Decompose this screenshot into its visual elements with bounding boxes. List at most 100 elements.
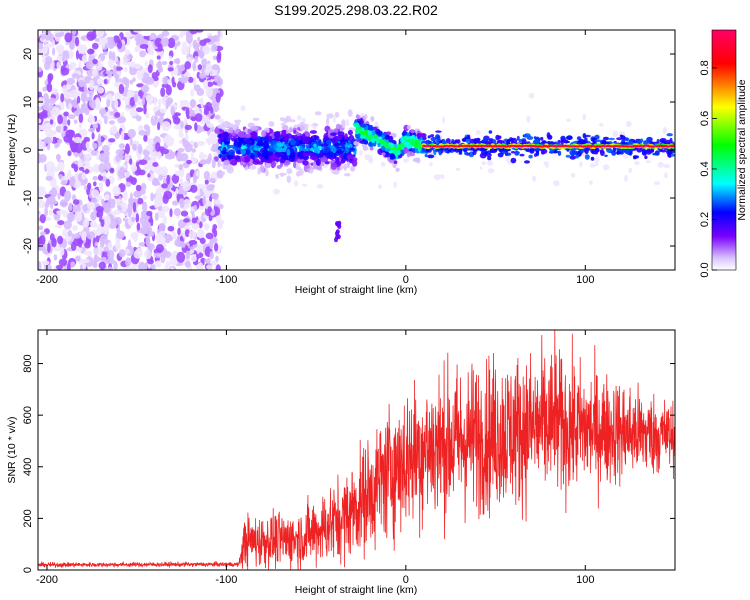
spectral-blob — [103, 246, 109, 253]
spectral-blob — [347, 109, 353, 117]
spectral-blob — [463, 149, 468, 152]
spectral-blob — [91, 68, 98, 77]
colorbar-tick-label: 0.8 — [699, 60, 711, 75]
spectral-blob — [57, 192, 61, 200]
spectral-blob — [211, 64, 220, 71]
spectral-blob — [184, 143, 193, 153]
spectral-blob — [144, 249, 152, 260]
spectral-blob — [288, 127, 293, 132]
spectral-blob — [62, 55, 66, 63]
spectral-blob — [94, 85, 98, 92]
spectral-blob — [171, 76, 175, 85]
spectral-blob — [435, 130, 442, 133]
spectral-blob — [343, 164, 351, 169]
spectral-blob — [89, 91, 93, 101]
spectral-blob — [584, 134, 591, 138]
spectral-blob — [177, 219, 186, 229]
spectral-blob — [161, 61, 168, 65]
spectral-blob — [240, 105, 246, 112]
spectral-blob — [653, 181, 660, 185]
spectral-blob — [531, 175, 537, 182]
x-tick-label: -200 — [36, 574, 58, 586]
spectral-blob — [669, 137, 673, 144]
spectral-blob — [589, 180, 593, 185]
spectral-blob — [137, 197, 144, 205]
spectral-blob — [47, 74, 52, 85]
spectral-blob — [599, 149, 604, 153]
spectral-blob — [347, 129, 353, 136]
spectral-blob — [44, 206, 48, 217]
spectral-blob — [102, 38, 106, 49]
spectral-blob — [221, 171, 226, 175]
spectral-blob — [132, 202, 137, 213]
spectral-blob — [64, 90, 72, 100]
spectral-blob — [403, 147, 409, 154]
spectral-blob — [62, 210, 69, 218]
spectral-blob — [66, 77, 76, 85]
spectral-blob — [569, 149, 576, 156]
spectral-blob — [80, 258, 90, 264]
spectral-blob — [70, 261, 76, 268]
spectral-blob — [433, 174, 441, 181]
y-tick-label: 0 — [22, 567, 34, 573]
spectral-blob — [481, 161, 487, 166]
spectral-blob — [130, 216, 136, 223]
spectral-blob — [78, 44, 88, 55]
spectral-blob — [329, 132, 337, 136]
spectral-blob — [475, 130, 481, 135]
figure-title: S199.2025.298.03.22.R02 — [274, 2, 438, 18]
spectral-blob — [284, 140, 289, 144]
spectral-blob — [326, 113, 334, 119]
spectral-blob — [93, 254, 98, 264]
spectral-blob — [114, 112, 121, 118]
spectral-blob — [78, 166, 85, 171]
spectral-blob — [228, 127, 234, 134]
x-tick-label: 100 — [576, 274, 594, 286]
spectral-blob — [179, 198, 185, 209]
spectral-blob — [132, 143, 137, 151]
spectral-blob — [146, 159, 155, 171]
spectral-blob — [514, 150, 520, 156]
spectral-blob — [666, 149, 673, 156]
spectral-blob — [44, 30, 52, 41]
spectral-blob — [381, 145, 386, 151]
spectral-blob — [433, 149, 437, 156]
spectral-blob — [143, 134, 148, 142]
spectral-blob — [105, 70, 114, 75]
spectral-blob — [216, 169, 224, 179]
spectral-blob — [118, 83, 125, 95]
spectral-blob — [135, 213, 140, 223]
spectral-blob — [59, 247, 65, 256]
spectral-blob — [52, 47, 56, 56]
spectral-blob — [286, 148, 291, 156]
spectral-blob — [358, 150, 363, 156]
spectral-blob — [217, 118, 224, 124]
spectral-blob — [174, 163, 179, 168]
spectral-blob — [234, 119, 242, 124]
spectral-blob — [192, 61, 197, 72]
spectral-blob — [608, 137, 615, 141]
spectral-blob — [309, 130, 317, 134]
spectral-blob — [108, 138, 116, 143]
spectral-blob — [223, 159, 230, 166]
spectral-blob — [138, 125, 144, 131]
spectral-blob — [378, 184, 382, 190]
spectral-blob — [194, 122, 198, 132]
spectral-blob — [566, 135, 573, 140]
spectral-blob — [139, 50, 147, 58]
spectral-blob — [131, 263, 137, 270]
spectral-blob — [570, 172, 576, 178]
spectral-blob — [114, 209, 120, 215]
spectral-blob — [414, 142, 419, 147]
spectral-blob — [526, 136, 534, 140]
spectral-blob — [38, 225, 44, 231]
spectral-blob — [193, 84, 201, 92]
spectral-blob — [87, 201, 96, 210]
spectral-blob — [377, 142, 381, 148]
spectral-blob — [162, 76, 170, 85]
spectral-blob — [83, 84, 88, 93]
spectral-blob — [628, 167, 633, 173]
spectral-blob — [144, 60, 148, 67]
spectral-blob — [67, 119, 71, 126]
y-tick-label: 200 — [22, 509, 34, 527]
